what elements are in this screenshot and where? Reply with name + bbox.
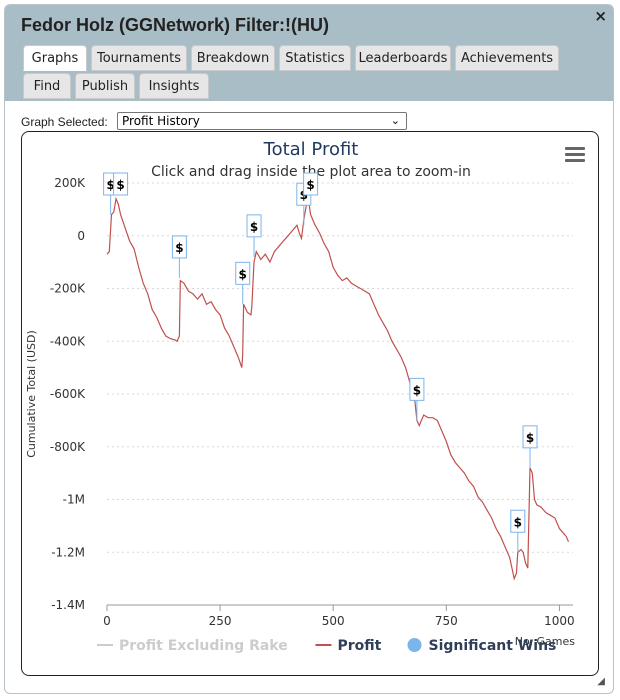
window-title: Fedor Holz (GGNetwork) Filter:!(HU) xyxy=(21,15,329,35)
tab-tournaments[interactable]: Tournaments xyxy=(91,45,187,71)
tab-find[interactable]: Find xyxy=(23,73,71,99)
tab-achievements[interactable]: Achievements xyxy=(455,45,559,71)
chart-container[interactable] xyxy=(21,131,599,676)
close-icon[interactable]: × xyxy=(594,7,607,25)
chart-menu-icon[interactable] xyxy=(565,147,585,163)
tab-publish[interactable]: Publish xyxy=(75,73,135,99)
graph-select-dropdown[interactable]: Profit History ⌄ xyxy=(117,112,407,130)
tab-graphs[interactable]: Graphs xyxy=(23,45,87,71)
tab-insights[interactable]: Insights xyxy=(139,73,209,99)
chevron-down-icon: ⌄ xyxy=(390,114,400,127)
title-bar: Fedor Holz (GGNetwork) Filter:!(HU) × Gr… xyxy=(5,5,613,101)
tab-leaderboards[interactable]: Leaderboards xyxy=(355,45,451,71)
graph-select-value: Profit History xyxy=(122,114,200,128)
graph-selected-label: Graph Selected: xyxy=(21,115,108,129)
resize-handle-icon[interactable]: ◢ xyxy=(597,676,605,687)
tab-statistics[interactable]: Statistics xyxy=(279,45,351,71)
tab-breakdown[interactable]: Breakdown xyxy=(191,45,275,71)
profit-graph-window: Fedor Holz (GGNetwork) Filter:!(HU) × Gr… xyxy=(4,4,614,694)
